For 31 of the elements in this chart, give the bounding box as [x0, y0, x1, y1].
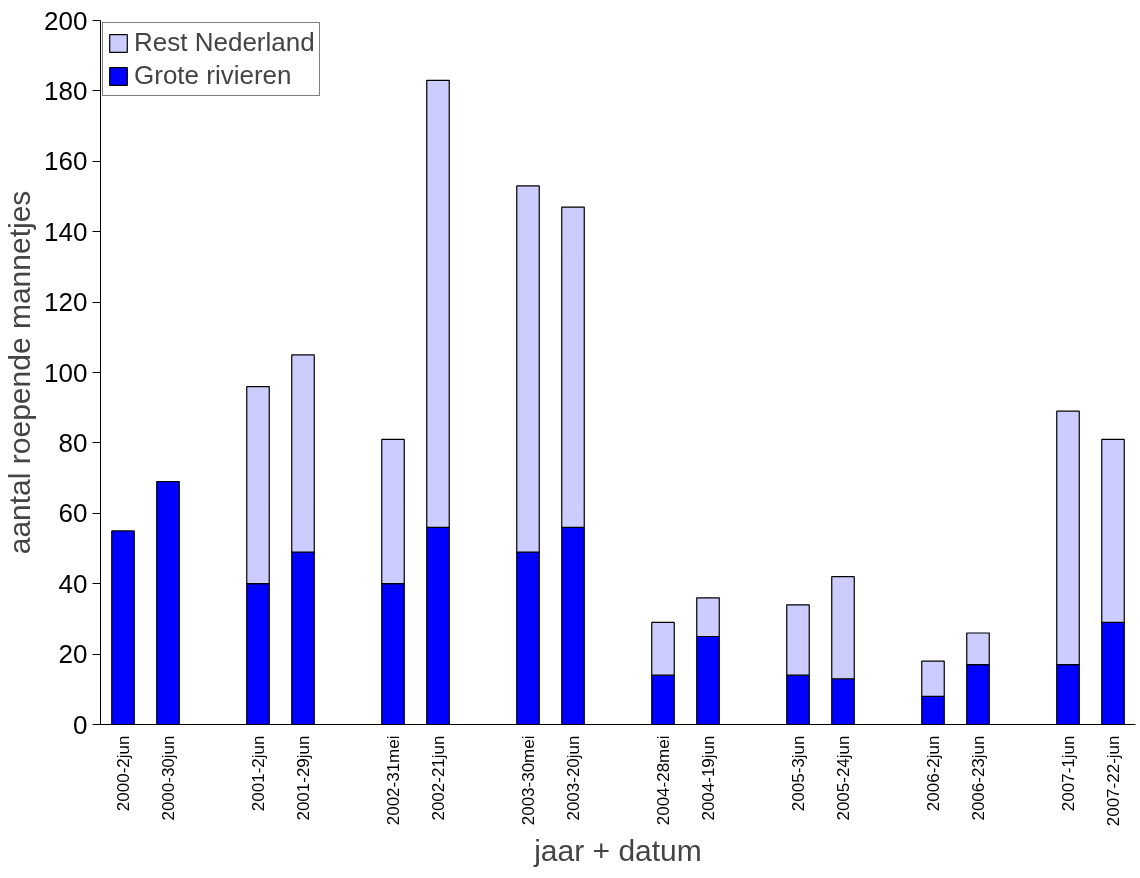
y-tick-label: 200 — [44, 5, 88, 36]
y-tick-label: 140 — [44, 216, 88, 247]
x-tick-label: 2002-31mei — [383, 735, 403, 826]
x-tick-label: 2007-1jun — [1058, 735, 1078, 812]
y-tick-label: 20 — [58, 639, 88, 670]
x-axis-title: jaar + datum — [533, 834, 702, 868]
x-tick-label: 2007-22-jun — [1103, 735, 1123, 827]
x-tick-label: 2000-2jun — [113, 735, 133, 812]
y-tick-label: 60 — [58, 498, 88, 529]
y-tick-label: 40 — [58, 568, 88, 599]
x-tick-label: 2006-23jun — [968, 735, 988, 821]
legend-label: Rest Nederland — [134, 27, 315, 58]
x-tick-label: 2003-20jun — [563, 735, 583, 821]
x-tick-label: 2006-2jun — [923, 735, 943, 812]
x-tick-label: 2004-19jun — [698, 735, 718, 821]
x-tick-label: 2001-2jun — [248, 735, 268, 812]
y-tick-label: 0 — [73, 709, 88, 740]
y-tick-label: 180 — [44, 75, 88, 106]
x-tick-label: 2002-21jun — [428, 735, 448, 821]
x-tick-label: 2004-28mei — [653, 735, 673, 826]
x-tick-label: 2005-24jun — [833, 735, 853, 821]
y-tick-label: 80 — [58, 427, 88, 458]
legend-label: Grote rivieren — [134, 60, 292, 91]
y-tick-label: 100 — [44, 357, 88, 388]
x-tick-label: 2001-29jun — [293, 735, 313, 821]
x-tick-label: 2003-30mei — [518, 735, 538, 826]
y-tick-label: 160 — [44, 146, 88, 177]
y-tick-label: 120 — [44, 287, 88, 318]
x-tick-label: 2000-30jun — [158, 735, 178, 821]
x-tick-label: 2005-3jun — [788, 735, 808, 812]
y-axis-title: aantal roepende mannetjes — [3, 190, 37, 555]
